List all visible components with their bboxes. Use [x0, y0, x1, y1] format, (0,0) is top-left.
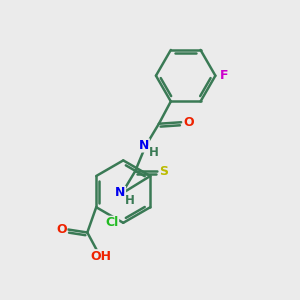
Text: Cl: Cl: [105, 216, 119, 229]
Text: H: H: [149, 146, 159, 159]
Text: S: S: [160, 165, 169, 178]
Text: N: N: [139, 139, 149, 152]
Text: N: N: [115, 187, 125, 200]
Text: F: F: [220, 69, 228, 82]
Text: O: O: [183, 116, 194, 129]
Text: OH: OH: [91, 250, 112, 263]
Text: O: O: [56, 223, 67, 236]
Text: H: H: [125, 194, 135, 207]
